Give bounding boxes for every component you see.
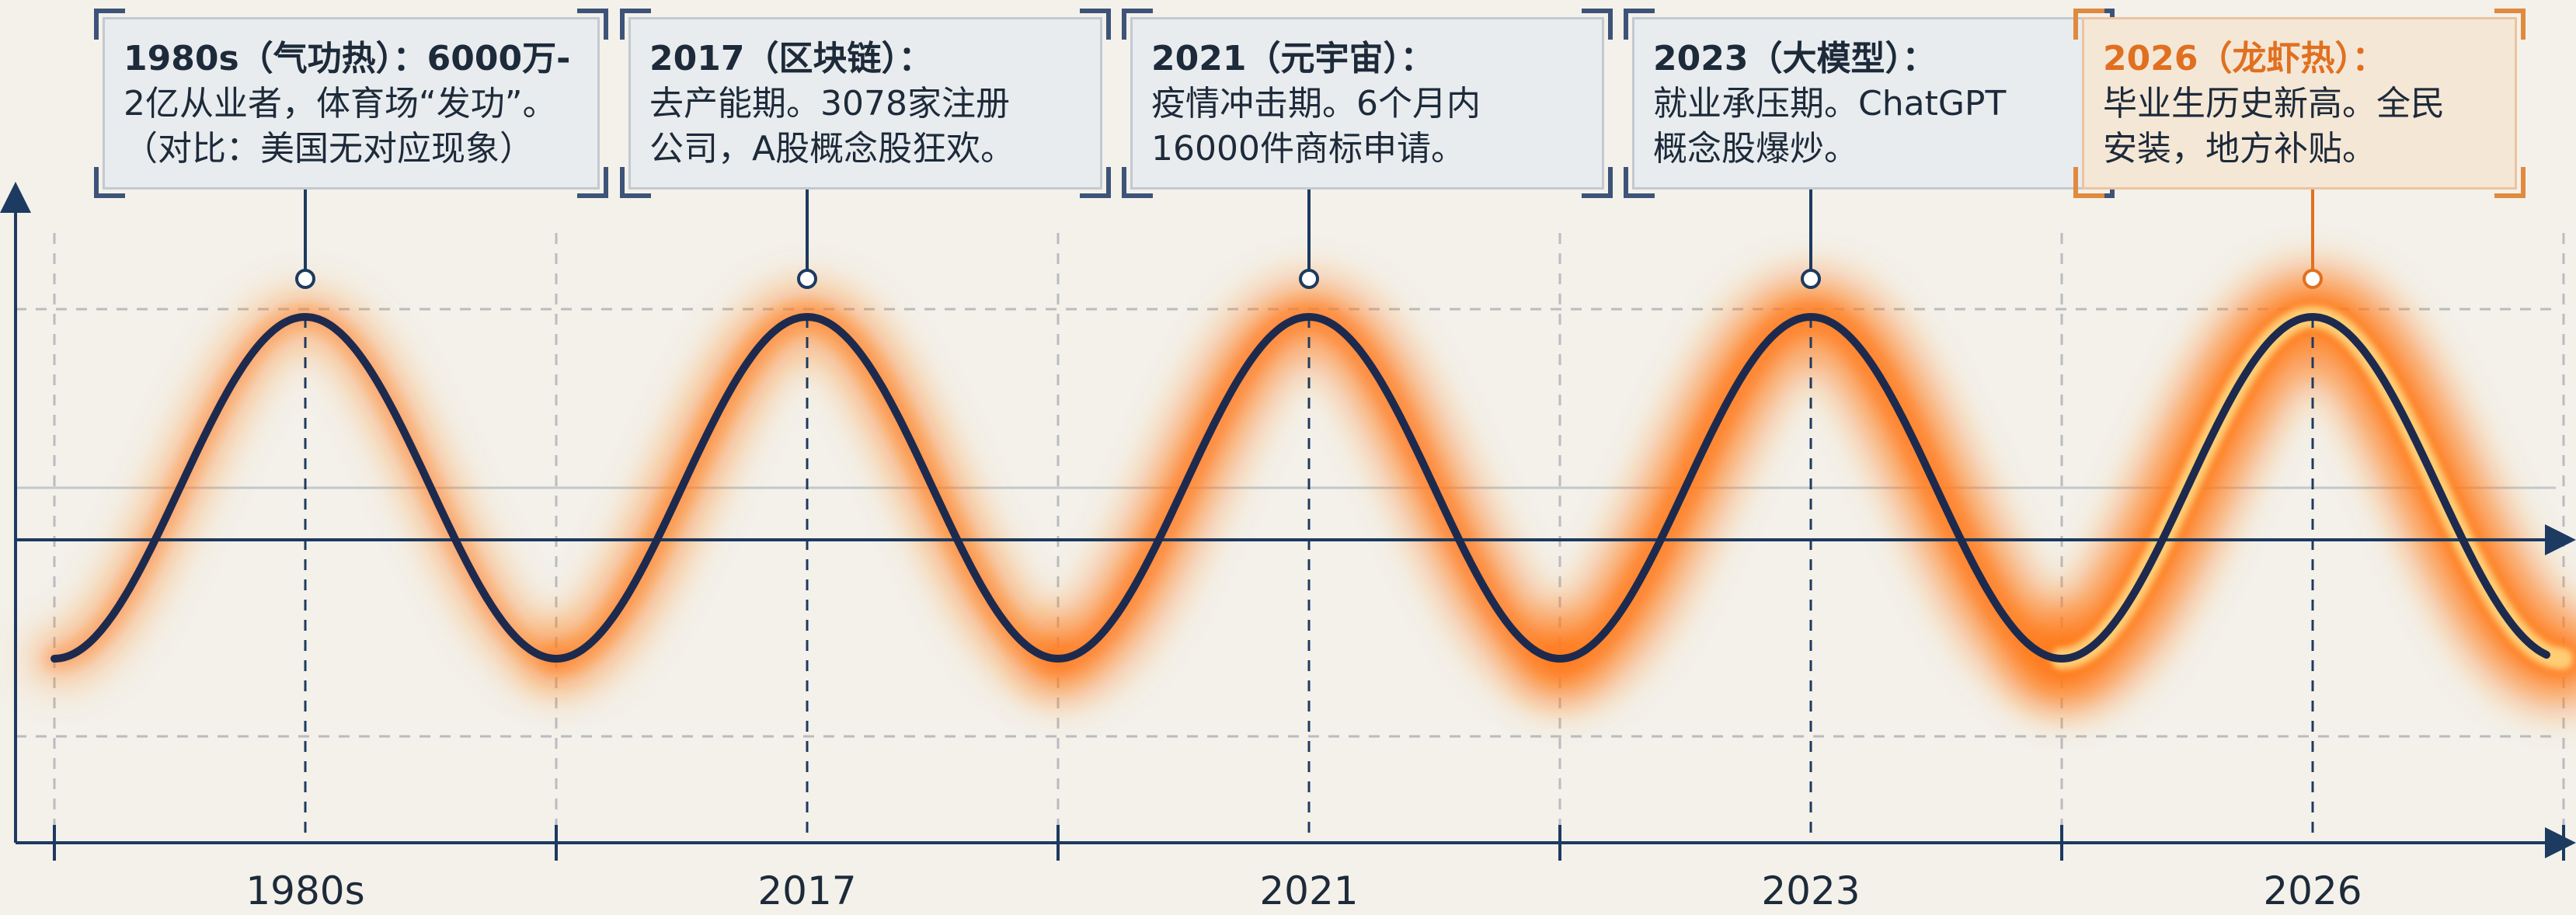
peak-marker-dot [797, 269, 817, 289]
callout-box: 2021（元宇宙）： 疫情冲击期。6个月内 16000件商标申请。 [1122, 9, 1613, 198]
era-label: 2021 [1259, 868, 1359, 913]
callout-corner-bracket [620, 167, 651, 198]
callout-corner-bracket [1122, 9, 1153, 40]
callout-title: 2017（区块链）： [649, 39, 933, 78]
callout-corner-bracket [2494, 167, 2526, 198]
timeline-ticks [53, 825, 2565, 861]
era-label: 2023 [1761, 868, 1861, 913]
callout-corner-bracket [1582, 9, 1613, 40]
callout-corner-bracket [577, 9, 608, 40]
peak-marker-dot [1299, 269, 1319, 289]
callout-corner-bracket [1080, 167, 1111, 198]
callout-text-line: （对比：美国无对应现象） [124, 129, 534, 169]
callout-corner-bracket [2073, 167, 2104, 198]
callout-text-line: 疫情冲击期。6个月内 [1151, 84, 1481, 124]
callout-text-line: 去产能期。3078家注册 [649, 84, 1010, 124]
callout-corner-bracket [577, 167, 608, 198]
callout-corner-bracket [620, 9, 651, 40]
callout-corner-bracket [1624, 9, 1655, 40]
callout-text-line: 16000件商标申请。 [1151, 129, 1465, 169]
callout-corner-bracket [94, 167, 125, 198]
peak-marker-dot [2303, 269, 2323, 289]
callout-title: 1980s（气功热）：6000万- [124, 39, 571, 78]
callout-corner-bracket [2494, 9, 2526, 40]
callout-box: 2017（区块链）： 去产能期。3078家注册 公司，A股概念股狂欢。 [620, 9, 1111, 198]
hype-cycle-wave [50, 312, 2550, 663]
callout-corner-bracket [1122, 167, 1153, 198]
callout-text-line: 公司，A股概念股狂欢。 [649, 129, 1015, 169]
callout-corner-bracket [94, 9, 125, 40]
peak-marker-dot [1801, 269, 1821, 289]
era-label: 2017 [757, 868, 857, 913]
callout-corner-bracket [1582, 167, 1613, 198]
era-label: 2026 [2263, 868, 2362, 913]
section-dividers [53, 233, 2565, 843]
callout-text-line: 毕业生历史新高。全民 [2103, 84, 2445, 124]
callout-text-line: 就业承压期。ChatGPT [1653, 84, 2007, 124]
callout-box: 1980s（气功热）：6000万- 2亿从业者，体育场“发功”。 （对比：美国无对应… [94, 9, 608, 198]
callout-title: 2023（大模型）： [1653, 39, 1937, 78]
callout-text-line: 概念股爆炒。 [1653, 129, 1858, 169]
callout-corner-bracket [1080, 9, 1111, 40]
callout-text-line: 2亿从业者，体育场“发功”。 [124, 84, 557, 124]
callout-box: 2023（大模型）： 就业承压期。ChatGPT 概念股爆炒。 [1624, 9, 2115, 198]
peak-marker-dot [295, 269, 315, 289]
callout-corner-bracket [2073, 9, 2104, 40]
callout-corner-bracket [1624, 167, 1655, 198]
peak-connectors [304, 317, 2314, 843]
callout-title: 2026（龙虾热）： [2103, 39, 2386, 78]
callout-text-line: 安装，地方补贴。 [2103, 129, 2376, 169]
era-label: 1980s [245, 868, 365, 913]
peak-markers [295, 190, 2323, 289]
callout-box: 2026（龙虾热）： 毕业生历史新高。全民 安装，地方补贴。 [2073, 9, 2526, 198]
callout-title: 2021（元宇宙）： [1151, 39, 1435, 78]
